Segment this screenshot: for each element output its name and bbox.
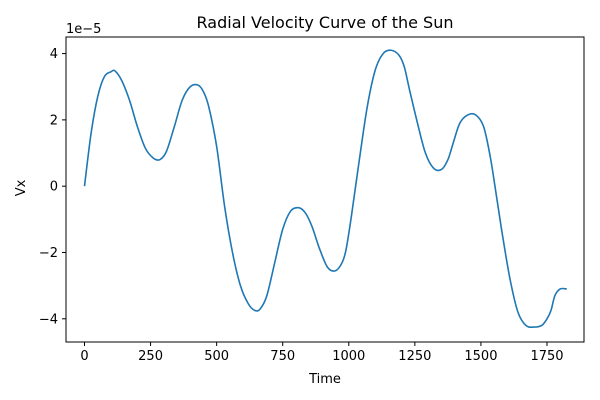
y-tick-label: 2 [50, 113, 58, 128]
y-tick-label: 0 [50, 180, 58, 195]
series-line [83, 49, 567, 329]
chart-title: Radial Velocity Curve of the Sun [197, 13, 454, 32]
plot-frame [65, 36, 585, 343]
x-tick-label: 500 [204, 349, 229, 364]
y-tick-label: −4 [39, 312, 58, 327]
x-tick-label: 1750 [530, 349, 563, 364]
plot-area: 0 250 500 750 1000 1250 1500 1750 −4 −2 0 2 4 [39, 36, 585, 364]
x-tick-label: 1000 [332, 349, 365, 364]
x-tick-label: 1250 [398, 349, 431, 364]
x-tick-label: 0 [80, 349, 88, 364]
y-axis-label: Vx [14, 179, 29, 196]
y-offset-label: 1e−5 [66, 22, 101, 37]
x-tick-label: 1500 [464, 349, 497, 364]
y-tick-label: −2 [39, 246, 58, 261]
x-axis-label: Time [308, 372, 341, 387]
x-tick-label: 250 [138, 349, 163, 364]
x-tick-label: 750 [270, 349, 295, 364]
y-tick-label: 4 [50, 47, 58, 62]
